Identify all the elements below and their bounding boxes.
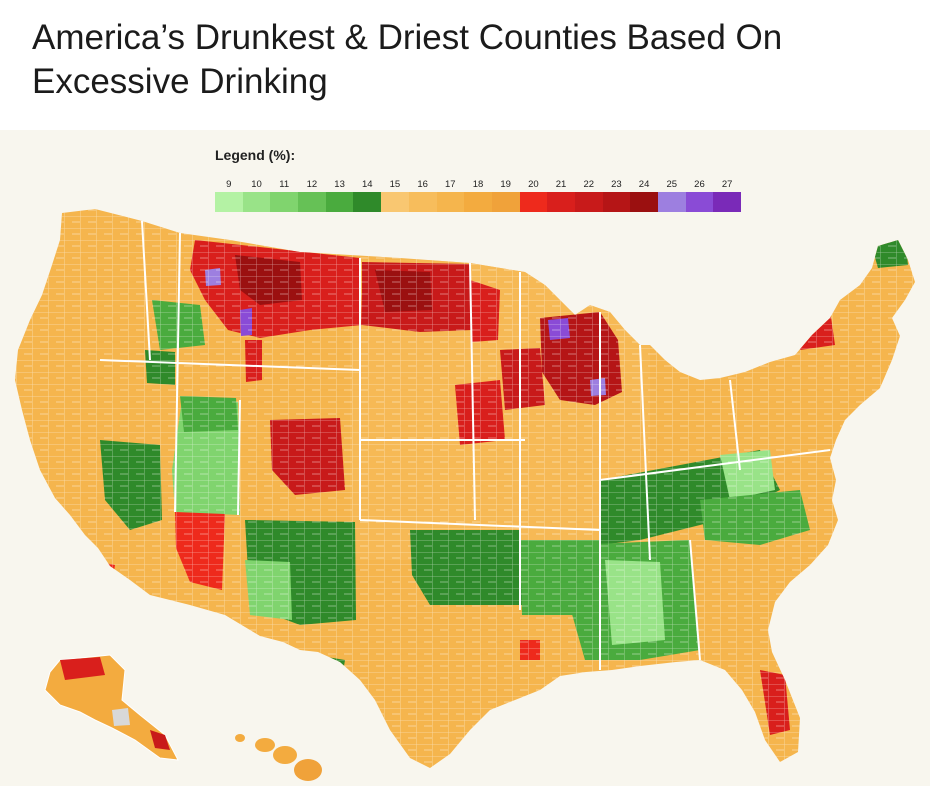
- legend-tick-label: 19: [500, 179, 511, 190]
- legend-tick-labels: 9 10 11 12 13 14 15 16 17 18 19 20 21 22 23 24 25 26 27: [215, 179, 741, 191]
- legend-tick-label: 18: [472, 179, 484, 190]
- legend-tick-label: 26: [694, 179, 705, 190]
- legend-tick-label: 22: [583, 179, 595, 190]
- legend-color-bar: [215, 192, 742, 212]
- legend-swatch-19: [491, 192, 520, 212]
- legend-tick-label: 9: [226, 179, 232, 190]
- legend-tick-label: 23: [611, 179, 622, 190]
- state-border-lines: [99, 220, 831, 670]
- legend-swatch-11: [270, 192, 299, 212]
- legend-swatch-9: [215, 192, 243, 212]
- legend-swatch-26: [685, 192, 714, 212]
- legend-swatch-14: [353, 192, 382, 212]
- alaska: [44, 654, 179, 761]
- legend-tick-label: 20: [528, 179, 539, 190]
- legend-tick-label: 24: [638, 179, 650, 190]
- us-county-map: [15, 209, 915, 781]
- legend-swatch-20: [519, 192, 548, 212]
- legend-swatch-25: [658, 192, 686, 212]
- legend-tick-label: 21: [555, 179, 567, 190]
- page-title: America’s Drunkest & Driest Counties Bas…: [32, 18, 783, 101]
- legend-swatch-18: [464, 192, 492, 212]
- legend-swatch-24: [630, 192, 658, 212]
- legend-tick-label: 14: [361, 179, 373, 190]
- hawaii: [235, 734, 322, 781]
- legend-tick-label: 11: [279, 179, 290, 190]
- legend-swatch-12: [298, 192, 326, 212]
- legend-tick-label: 10: [251, 179, 262, 190]
- legend-swatch-22: [574, 192, 603, 212]
- legend-tick-label: 16: [417, 179, 428, 190]
- legend-tick-label: 17: [445, 179, 456, 190]
- legend-swatch-17: [436, 192, 465, 212]
- legend-tick-label: 13: [334, 179, 345, 190]
- legend-swatch-23: [602, 192, 631, 212]
- legend-swatch-15: [381, 192, 409, 212]
- legend-tick-label: 15: [389, 179, 401, 190]
- legend-swatch-13: [325, 192, 354, 212]
- legend-swatch-27: [713, 192, 742, 212]
- legend-swatch-21: [547, 192, 575, 212]
- legend-tick-label: 12: [306, 179, 318, 190]
- legend-tick-label: 27: [721, 179, 733, 190]
- legend-title: Legend (%):: [215, 147, 296, 163]
- legend-swatch-10: [242, 192, 271, 212]
- legend-tick-label: 25: [666, 179, 678, 190]
- legend-swatch-16: [408, 192, 437, 212]
